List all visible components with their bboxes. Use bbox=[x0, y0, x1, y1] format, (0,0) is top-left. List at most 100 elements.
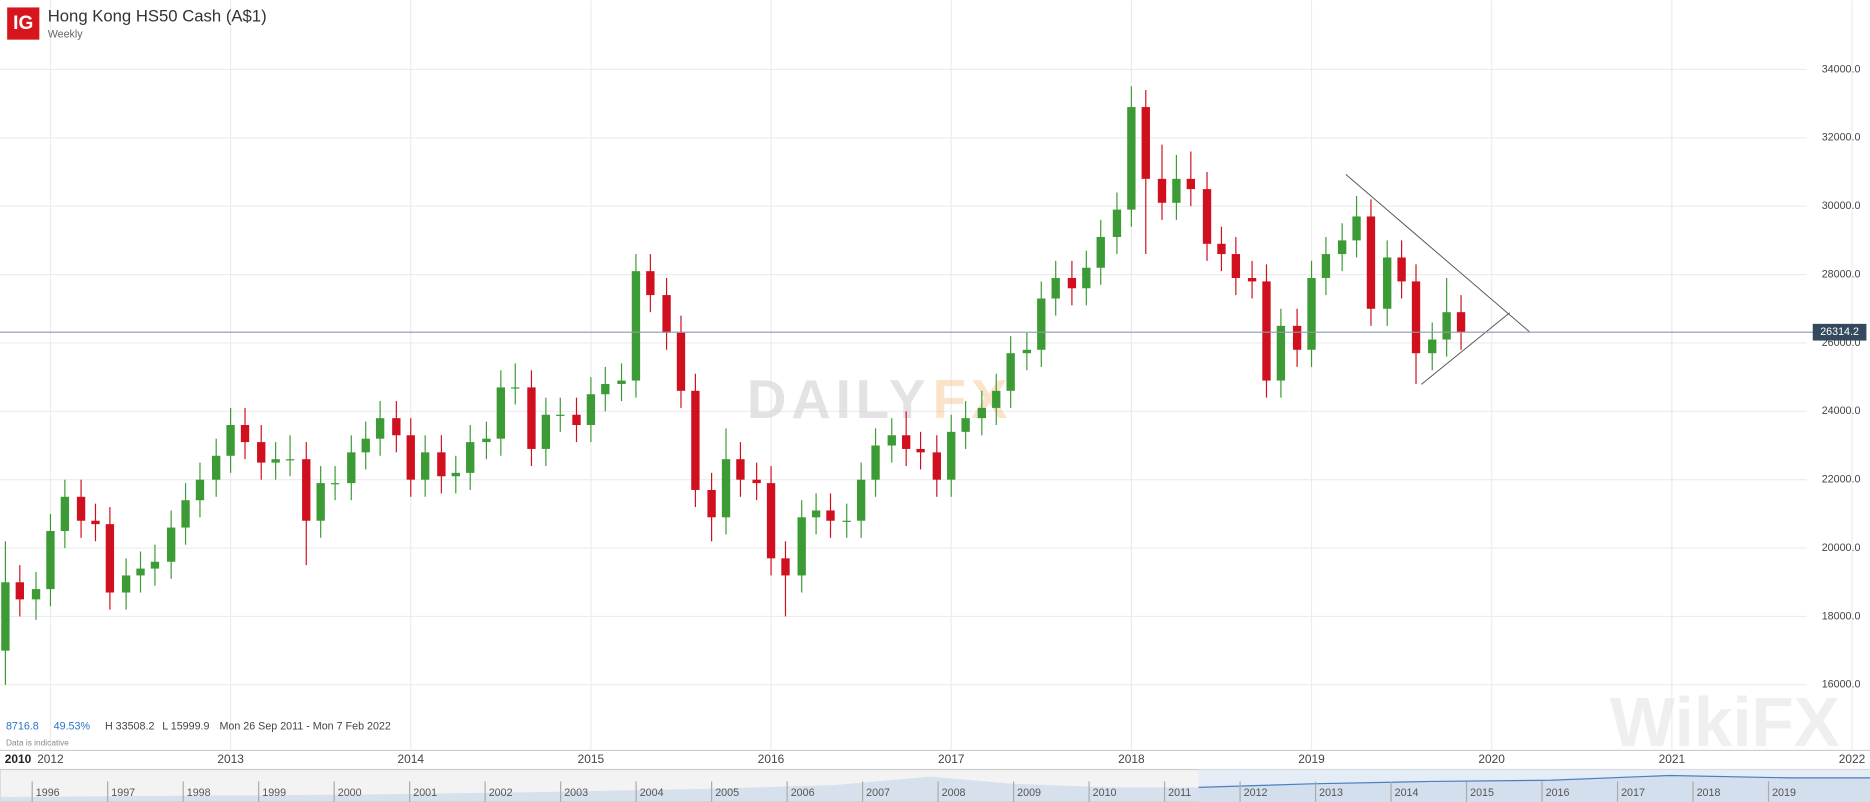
candle-body bbox=[1051, 277, 1060, 299]
x-tick-label: 2021 bbox=[1659, 752, 1686, 766]
x-tick-label: 2019 bbox=[1298, 752, 1325, 766]
candle-body bbox=[646, 271, 655, 296]
navigator-label: 2015 bbox=[1470, 787, 1494, 799]
overlay: 26314.2 bbox=[0, 174, 1867, 385]
candle-body bbox=[316, 483, 325, 521]
y-tick-label: 18000.0 bbox=[1822, 610, 1861, 622]
y-tick-label: 24000.0 bbox=[1822, 405, 1861, 417]
logo bbox=[7, 7, 40, 40]
stat-change-pct: 49.53% bbox=[54, 720, 91, 732]
navigator-label: 1998 bbox=[187, 787, 211, 799]
x-start-label: 2010 bbox=[5, 752, 32, 766]
x-tick-label: 2018 bbox=[1118, 752, 1145, 766]
candle-body bbox=[31, 589, 41, 600]
x-tick-label: 2016 bbox=[758, 752, 785, 766]
candle-body bbox=[1096, 236, 1105, 268]
candle-body bbox=[496, 387, 506, 439]
candle-body bbox=[871, 445, 880, 480]
candle-body bbox=[212, 455, 221, 480]
candle-body bbox=[1082, 267, 1091, 289]
candle-body bbox=[631, 271, 641, 381]
candle-body bbox=[572, 414, 581, 426]
grid: 16000.018000.020000.022000.024000.026000… bbox=[0, 0, 1866, 766]
navigator-label: 2006 bbox=[791, 787, 815, 799]
candle-body bbox=[1067, 277, 1077, 289]
candle-body bbox=[1337, 240, 1347, 255]
candle-body bbox=[1383, 257, 1392, 309]
candle-body bbox=[181, 500, 190, 528]
y-tick-label: 32000.0 bbox=[1822, 132, 1861, 144]
candle-body bbox=[736, 459, 745, 480]
candle-body bbox=[977, 407, 987, 419]
candle-body bbox=[752, 479, 761, 484]
candle-body bbox=[1037, 298, 1046, 350]
stat-note: Data is indicative bbox=[6, 737, 69, 747]
navigator-label: 2008 bbox=[942, 787, 966, 799]
candle-body bbox=[121, 575, 131, 593]
candle-body bbox=[1, 582, 10, 651]
candle-body bbox=[797, 517, 806, 576]
stat-period: Mon 26 Sep 2011 - Mon 7 Feb 2022 bbox=[219, 720, 390, 732]
candle-body bbox=[556, 414, 565, 416]
candle-body bbox=[617, 380, 626, 384]
candle-body bbox=[347, 452, 356, 484]
candle-body bbox=[302, 459, 311, 521]
candle-body bbox=[707, 489, 716, 518]
candles bbox=[1, 86, 1466, 685]
x-tick-label: 2013 bbox=[217, 752, 244, 766]
candle-body bbox=[916, 448, 925, 453]
candle-body bbox=[1411, 281, 1421, 354]
y-tick-label: 22000.0 bbox=[1822, 474, 1861, 486]
navigator-label: 1997 bbox=[111, 787, 135, 799]
navigator-label: 2018 bbox=[1697, 787, 1721, 799]
candle-body bbox=[1022, 349, 1032, 354]
candle-body bbox=[1127, 107, 1136, 210]
candle-body bbox=[166, 527, 176, 562]
candle-body bbox=[195, 479, 205, 501]
candle-body bbox=[406, 435, 415, 480]
stat-change: 8716.8 bbox=[6, 720, 39, 732]
chart-title: Hong Kong HS50 Cash (A$1) bbox=[48, 6, 267, 25]
navigator-label: 2017 bbox=[1621, 787, 1645, 799]
chart-subtitle: Weekly bbox=[48, 29, 84, 41]
candle-body bbox=[961, 418, 970, 432]
candle-body bbox=[1397, 257, 1406, 282]
candle-body bbox=[150, 561, 160, 569]
y-tick-label: 34000.0 bbox=[1822, 63, 1861, 75]
navigator-label: 2000 bbox=[338, 787, 362, 799]
navigator-label: 2001 bbox=[413, 787, 437, 799]
candle-body bbox=[1247, 277, 1257, 282]
logo-text: IG bbox=[13, 13, 33, 34]
candle-body bbox=[887, 435, 896, 446]
candle-body bbox=[105, 524, 115, 593]
candle-body bbox=[676, 332, 686, 391]
candle-body bbox=[1292, 325, 1302, 350]
candle-body bbox=[1006, 353, 1015, 391]
candle-body bbox=[932, 452, 941, 480]
candle-body bbox=[781, 558, 790, 576]
x-tick-label: 2014 bbox=[398, 752, 425, 766]
candle-body bbox=[1352, 216, 1361, 241]
y-tick-label: 30000.0 bbox=[1822, 200, 1861, 212]
candle-body bbox=[811, 510, 821, 518]
stat-high: H 33508.2 bbox=[105, 720, 155, 732]
candle-body bbox=[60, 496, 70, 531]
candle-body bbox=[766, 483, 776, 559]
y-tick-label: 28000.0 bbox=[1822, 268, 1861, 280]
navigator-label: 2007 bbox=[866, 787, 890, 799]
candle-body bbox=[437, 452, 446, 477]
navigator-label: 2012 bbox=[1244, 787, 1268, 799]
candle-body bbox=[1172, 178, 1181, 203]
navigator-labels: 1996 1997 1998 1999 2000 2001 2002 2003 2004 2005… bbox=[31, 781, 1796, 802]
navigator-label: 2019 bbox=[1772, 787, 1796, 799]
candle-body bbox=[46, 530, 55, 590]
navigator-label: 2002 bbox=[489, 787, 513, 799]
candle-body bbox=[466, 442, 475, 473]
navigator-label: 2005 bbox=[715, 787, 739, 799]
candle-body bbox=[271, 459, 280, 463]
candle-body bbox=[1186, 178, 1195, 190]
y-tick-label: 16000.0 bbox=[1822, 679, 1861, 691]
navigator-label: 2009 bbox=[1017, 787, 1041, 799]
